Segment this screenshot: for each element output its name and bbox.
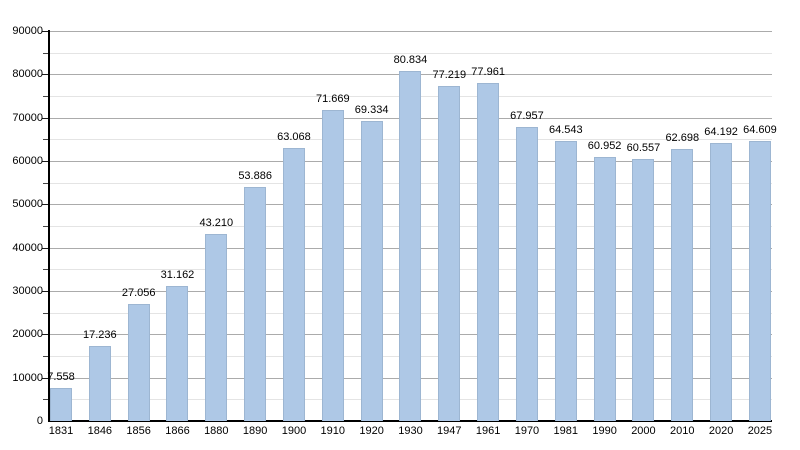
bar — [554, 141, 577, 421]
bar — [282, 147, 305, 421]
x-tick-label: 1910 — [320, 425, 346, 437]
x-tick-label: 1831 — [48, 425, 74, 437]
y-tick-label: 70000 — [12, 111, 43, 124]
y-tick-major — [42, 31, 49, 32]
bar — [710, 142, 733, 421]
y-tick-major — [42, 161, 49, 162]
gridline-major — [50, 31, 772, 32]
y-tick-label: 30000 — [12, 285, 43, 297]
y-tick-minor — [43, 356, 49, 357]
y-tick-minor — [43, 182, 49, 184]
bar-value-label: 17.236 — [83, 329, 117, 342]
x-tick-label: 1856 — [126, 425, 151, 437]
bar-value-label: 64.609 — [743, 124, 777, 137]
x-tick-label: 2025 — [747, 425, 773, 437]
x-tick-label: 1866 — [165, 425, 190, 437]
y-tick-label: 90000 — [12, 25, 43, 37]
bar — [632, 158, 655, 421]
y-tick-major — [42, 291, 49, 292]
bar-value-label: 80.834 — [393, 53, 428, 66]
bar — [593, 156, 616, 421]
bar-value-label: 77.961 — [471, 66, 505, 79]
x-tick-label: 2000 — [631, 425, 656, 437]
bar-value-label: 53.886 — [238, 170, 272, 183]
y-tick-label: 10000 — [12, 371, 43, 384]
x-tick-label: 1880 — [204, 425, 229, 437]
x-tick-label: 1900 — [281, 425, 307, 437]
bar — [166, 285, 189, 421]
bar-value-label: 67.957 — [510, 109, 544, 122]
y-tick-label: 20000 — [12, 328, 43, 341]
y-tick-major — [42, 74, 49, 76]
bar-value-label: 69.334 — [354, 103, 389, 116]
x-tick-label: 1961 — [475, 425, 501, 437]
y-tick-label: 40000 — [12, 241, 43, 254]
bar — [88, 346, 111, 421]
y-tick-major — [42, 334, 49, 336]
bar-value-label: 60.952 — [587, 139, 622, 152]
y-tick-major — [42, 247, 49, 249]
bar-value-label: 63.068 — [277, 130, 311, 143]
x-tick-label: 1981 — [553, 425, 579, 437]
bar-value-label: 43.210 — [199, 216, 234, 229]
bar-value-label: 71.669 — [315, 93, 350, 106]
bar-value-label: 77.219 — [432, 69, 467, 82]
y-tick-minor — [43, 96, 49, 97]
x-tick-label: 2010 — [670, 425, 695, 437]
bar-value-label: 64.543 — [548, 124, 583, 137]
x-tick-label: 1920 — [359, 425, 384, 437]
y-tick-minor — [43, 226, 49, 227]
bar — [438, 86, 461, 421]
x-tick-label: 2020 — [708, 425, 734, 437]
y-tick-minor — [43, 399, 49, 401]
bar-value-label: 27.056 — [121, 286, 156, 299]
bar — [127, 303, 150, 421]
x-tick-label: 1846 — [87, 425, 113, 437]
y-tick-minor — [43, 269, 49, 271]
y-tick-major — [42, 377, 49, 379]
y-axis-line — [48, 30, 50, 422]
gridline-minor — [50, 52, 772, 54]
bar — [399, 70, 422, 421]
bar — [244, 187, 267, 421]
y-tick-label: 50000 — [12, 198, 43, 211]
bar — [671, 149, 694, 421]
x-tick-label: 1970 — [514, 425, 540, 437]
y-tick-minor — [43, 139, 49, 141]
x-tick-label: 1947 — [437, 425, 462, 437]
x-tick-label: 1890 — [242, 425, 268, 437]
y-tick-minor — [43, 52, 49, 54]
bar-value-label: 60.557 — [626, 141, 661, 154]
bar — [748, 141, 771, 421]
bar — [360, 120, 383, 421]
bar — [50, 388, 72, 421]
bar — [477, 83, 500, 421]
x-axis-line — [48, 420, 772, 422]
bar-value-label: 64.192 — [704, 125, 738, 138]
bar-value-label: 31.162 — [160, 268, 195, 281]
y-tick-major — [42, 117, 49, 119]
y-tick-major — [42, 204, 49, 206]
bar — [515, 126, 538, 421]
x-tick-label: 1990 — [592, 425, 617, 437]
y-tick-minor — [43, 312, 49, 314]
bar — [205, 233, 228, 421]
bar-value-label: 62.698 — [665, 132, 700, 145]
y-tick-label: 0 — [36, 415, 43, 427]
x-tick-label: 1930 — [398, 425, 423, 437]
bar-value-label: 7.558 — [47, 371, 75, 384]
y-tick-label: 80000 — [12, 68, 43, 81]
bar — [321, 110, 344, 421]
y-tick-label: 60000 — [12, 155, 43, 167]
